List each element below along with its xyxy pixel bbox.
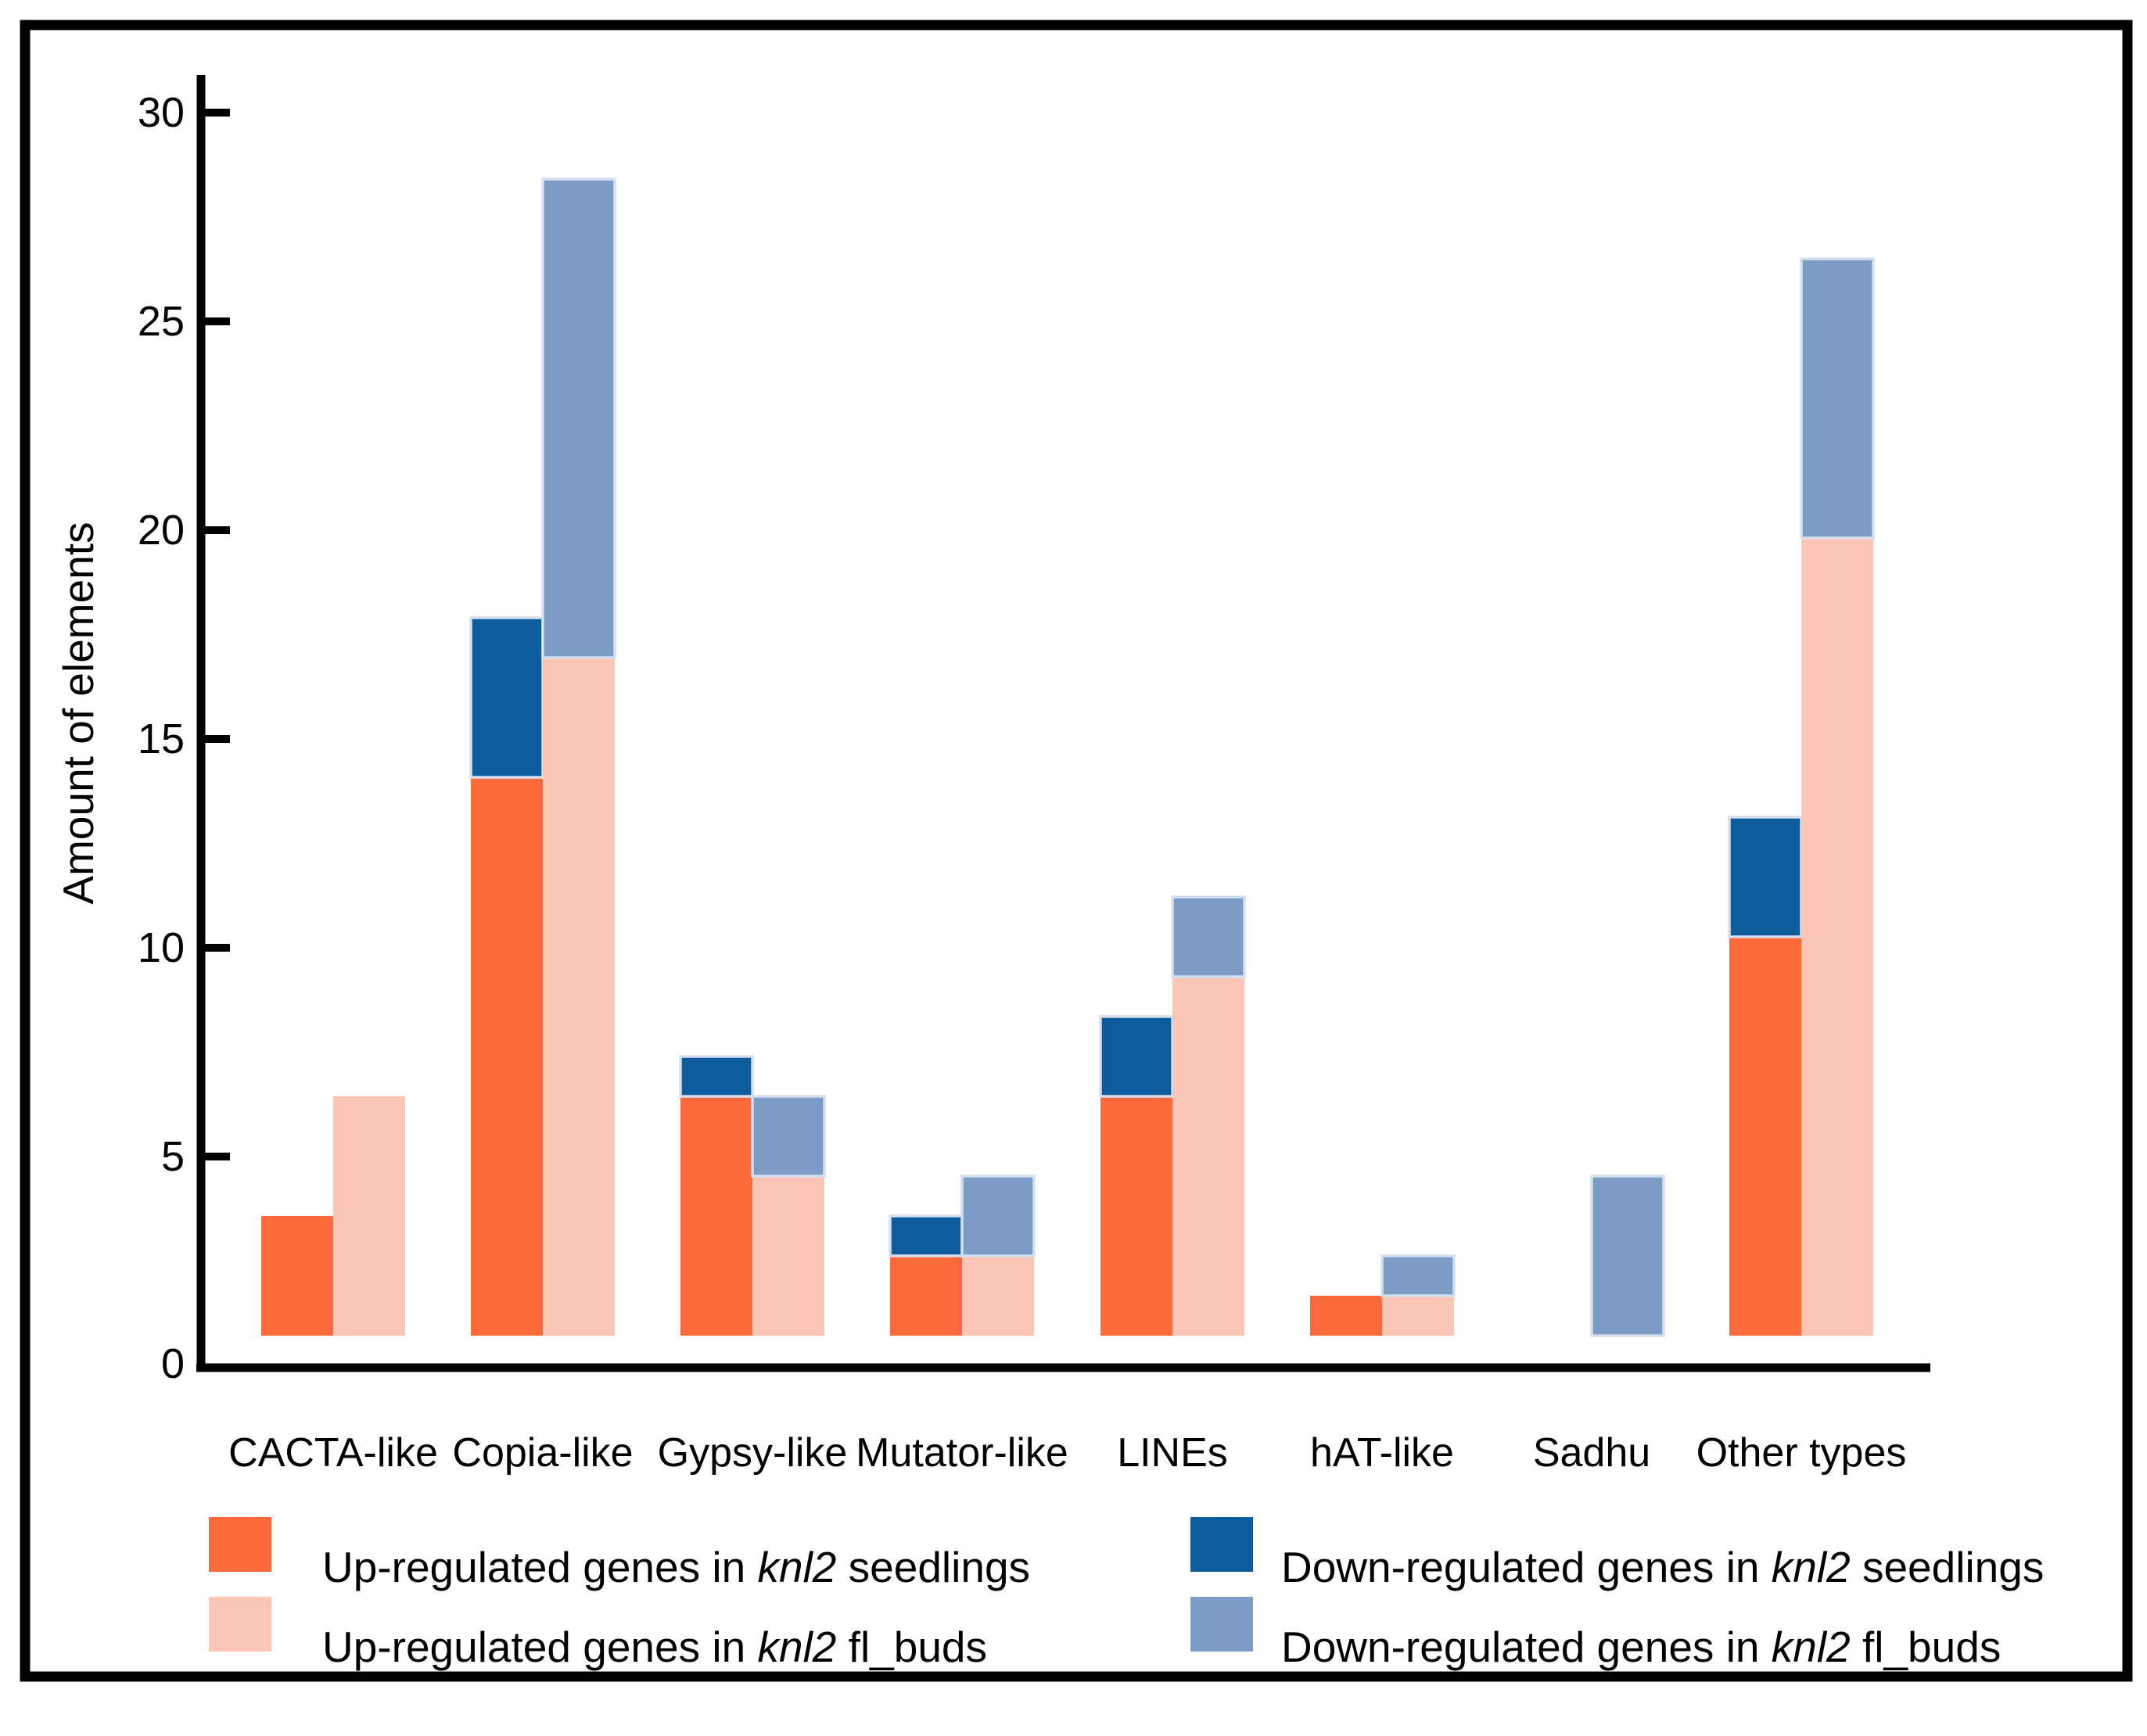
legend-label-gene-name: knl2 (1772, 1623, 1851, 1671)
bar-segment-gypsy-like-down-regulated-genes-in-knl2-seedlings (679, 1055, 754, 1098)
legend-swatch-up-regulated-genes-in-knl2-seedlings (209, 1517, 271, 1572)
y-tick-label: 0 (161, 1340, 185, 1387)
legend-label-down-regulated-genes-in-knl2-fl-buds: Down-regulated genes in knl2 fl_buds (1281, 1623, 2001, 1671)
bar-segment-lines-down-regulated-genes-in-knl2-seedlings (1099, 1015, 1174, 1098)
legend-label-gene-name: knl2 (1772, 1543, 1851, 1591)
chart-legend: Up-regulated genes in knl2 seedlingsUp-r… (209, 1517, 2044, 1671)
y-tick-label: 15 (138, 716, 185, 762)
bar-segment-other-types-up-regulated-genes-in-knl2-seedlings (1729, 937, 1801, 1336)
bar-segment-mutator-like-down-regulated-genes-in-knl2-fl-buds (960, 1175, 1036, 1257)
figure-border (20, 20, 2133, 1682)
legend-swatch-up-regulated-genes-in-knl2-fl-buds (209, 1597, 271, 1652)
legend-label-gene-name: knl2 (757, 1623, 836, 1671)
legend-label-text: fl_buds (1851, 1623, 2002, 1671)
y-tick-label: 20 (138, 507, 185, 554)
legend-swatch-down-regulated-genes-in-knl2-seedlings (1190, 1517, 1253, 1572)
legend-label-down-regulated-genes-in-knl2-seedlings: Down-regulated genes in knl2 seedlings (1281, 1543, 2044, 1591)
legend-label-gene-name: knl2 (757, 1543, 836, 1591)
bar-segment-gypsy-like-up-regulated-genes-in-knl2-fl-buds (752, 1176, 824, 1336)
bar-segment-copia-like-down-regulated-genes-in-knl2-seedlings (469, 616, 544, 779)
y-tick-label: 25 (138, 298, 185, 345)
x-category-label-gypsy-like: Gypsy-like (658, 1430, 848, 1476)
x-category-label-sadhu: Sadhu (1533, 1430, 1650, 1476)
bar-segment-copia-like-down-regulated-genes-in-knl2-fl-buds (541, 178, 616, 659)
x-category-label-cacta-like: CACTA-like (228, 1430, 438, 1476)
x-category-label-mutator-like: Mutator-like (856, 1430, 1068, 1476)
bar-segment-sadhu-down-regulated-genes-in-knl2-fl-buds (1590, 1175, 1665, 1337)
bar-segment-gypsy-like-down-regulated-genes-in-knl2-fl-buds (751, 1095, 826, 1178)
y-tick-label: 30 (138, 89, 185, 136)
bar-segment-mutator-like-up-regulated-genes-in-knl2-seedlings (890, 1256, 962, 1336)
bar-segment-lines-down-regulated-genes-in-knl2-fl-buds (1171, 895, 1246, 978)
bar-segment-hat-like-up-regulated-genes-in-knl2-seedlings (1310, 1296, 1382, 1336)
x-category-label-hat-like: hAT-like (1310, 1430, 1454, 1476)
y-tick-label: 10 (138, 924, 185, 971)
legend-label-text: Up-regulated genes in (322, 1543, 757, 1591)
bar-segment-lines-up-regulated-genes-in-knl2-fl-buds (1172, 977, 1244, 1336)
x-category-label-lines: LINEs (1117, 1430, 1228, 1476)
legend-label-text: seedlings (1851, 1543, 2045, 1591)
legend-label-text: Down-regulated genes in (1281, 1623, 1772, 1671)
legend-label-up-regulated-genes-in-knl2-fl-buds: Up-regulated genes in knl2 fl_buds (322, 1623, 987, 1671)
y-tick-label: 5 (161, 1133, 185, 1180)
legend-label-text: fl_buds (836, 1623, 987, 1671)
bar-segment-mutator-like-down-regulated-genes-in-knl2-seedlings (889, 1214, 964, 1257)
bar-segment-gypsy-like-up-regulated-genes-in-knl2-seedlings (680, 1096, 752, 1336)
bar-segment-cacta-like-up-regulated-genes-in-knl2-fl-buds (333, 1096, 405, 1336)
bar-segment-mutator-like-up-regulated-genes-in-knl2-fl-buds (962, 1256, 1034, 1336)
legend-label-text: Up-regulated genes in (322, 1623, 757, 1671)
bar-segment-copia-like-up-regulated-genes-in-knl2-fl-buds (543, 658, 615, 1336)
bar-segment-other-types-down-regulated-genes-in-knl2-fl-buds (1800, 257, 1875, 540)
x-category-label-copia-like: Copia-like (452, 1430, 633, 1476)
bar-segment-cacta-like-up-regulated-genes-in-knl2-seedlings (261, 1216, 333, 1336)
bar-segment-copia-like-up-regulated-genes-in-knl2-seedlings (471, 777, 543, 1336)
legend-swatch-down-regulated-genes-in-knl2-fl-buds (1190, 1597, 1253, 1652)
legend-label-up-regulated-genes-in-knl2-seedlings: Up-regulated genes in knl2 seedlings (322, 1543, 1030, 1591)
bar-segment-hat-like-down-regulated-genes-in-knl2-fl-buds (1380, 1254, 1456, 1297)
x-category-label-other-types: Other types (1696, 1430, 1907, 1476)
bar-segment-lines-up-regulated-genes-in-knl2-seedlings (1100, 1096, 1172, 1336)
y-axis-title: Amount of elements (54, 522, 102, 904)
legend-label-text: seedlings (836, 1543, 1030, 1591)
bar-segment-other-types-up-regulated-genes-in-knl2-fl-buds (1801, 538, 1873, 1336)
bar-segment-hat-like-up-regulated-genes-in-knl2-fl-buds (1382, 1296, 1454, 1336)
bar-segment-other-types-down-regulated-genes-in-knl2-seedlings (1728, 816, 1803, 938)
legend-label-text: Down-regulated genes in (1281, 1543, 1772, 1591)
plot-area: 0 5 10 15 20 25 30 Amount of elements CACTA-like… (54, 75, 1930, 1476)
